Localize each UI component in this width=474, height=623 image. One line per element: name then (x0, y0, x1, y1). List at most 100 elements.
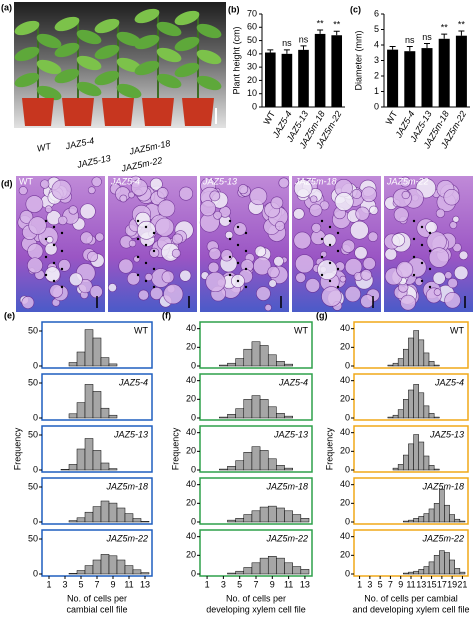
histogram-bar (284, 363, 293, 367)
cell (268, 279, 277, 288)
histogram-bar (433, 416, 440, 419)
significance-label: ** (317, 18, 325, 28)
histogram-bar (408, 571, 414, 575)
histogram-bar (92, 391, 102, 419)
histogram-bar (433, 468, 440, 471)
cell (40, 179, 50, 189)
cell (207, 261, 220, 274)
histogram-bar (243, 348, 253, 367)
cell (44, 205, 53, 213)
histogram-bar (397, 409, 404, 419)
cell (367, 231, 379, 242)
cell (391, 233, 406, 247)
leaf (54, 68, 80, 84)
cell (293, 179, 313, 198)
y-tick-label: 40 (186, 427, 196, 437)
cell (179, 269, 192, 282)
dot (236, 261, 240, 265)
histogram-bar (116, 559, 126, 575)
histogram-bar (243, 514, 253, 523)
histogram-bar (276, 507, 285, 523)
error-bar (333, 30, 340, 36)
y-tick-label: 40 (340, 479, 350, 489)
cell (233, 222, 247, 236)
leaf (156, 47, 182, 63)
panel-frame (199, 373, 313, 421)
cell (157, 199, 176, 218)
error-bar (267, 49, 274, 53)
x-tick-label: 9 (398, 579, 403, 589)
histogram-bar (76, 351, 86, 367)
leaf (94, 18, 120, 34)
panel-frame (199, 425, 313, 473)
histogram-bar (413, 518, 419, 523)
cell (321, 286, 342, 307)
cell (360, 269, 372, 281)
dot (152, 231, 156, 235)
cell (171, 233, 183, 245)
dot (144, 225, 148, 229)
y-tick-label: 2 (374, 70, 379, 80)
histogram-bar (140, 521, 150, 523)
cell (138, 289, 149, 301)
dot (44, 219, 48, 223)
series-label: JAZ5m-22 (265, 533, 308, 543)
genotype-label: JAZ5-13 (75, 153, 111, 170)
histogram-bar (423, 566, 430, 575)
x-tick-label: 5 (378, 579, 383, 589)
dot (328, 261, 332, 265)
dot (428, 249, 432, 253)
histogram-bar (428, 561, 435, 575)
histogram-bar (76, 517, 86, 523)
y-tick-label: 60 (247, 22, 257, 32)
cell (401, 190, 410, 200)
histogram-bar (408, 443, 414, 471)
x-axis-label: cambial cell file (66, 604, 127, 614)
histogram-bar (259, 399, 269, 419)
cell (433, 288, 442, 296)
dot (44, 273, 48, 277)
histogram-bar (68, 413, 78, 419)
histogram-bar (100, 462, 110, 471)
y-tick-label: 0 (33, 360, 38, 370)
cell (309, 195, 318, 204)
leaf (116, 57, 142, 73)
y-tick-label: 0 (345, 568, 350, 578)
bar (438, 38, 450, 107)
histogram-bar (418, 339, 425, 367)
x-tick-label: 9 (110, 579, 115, 589)
cell (458, 250, 469, 261)
panel-label: (a) (1, 2, 12, 12)
cell (107, 283, 117, 293)
cell (156, 187, 169, 199)
histogram-bar (124, 513, 134, 523)
series-label: JAZ5m-18 (421, 481, 464, 491)
dot (236, 225, 240, 229)
histogram-bar (284, 510, 293, 523)
dot (228, 273, 232, 277)
x-tick-label: 11 (284, 579, 293, 589)
dot (152, 267, 156, 271)
panel-label: (c) (350, 4, 361, 14)
histogram-bar (413, 570, 419, 575)
histogram-bar (444, 504, 450, 523)
y-tick-label: 40 (340, 427, 350, 437)
histogram-bar (227, 466, 236, 471)
histogram-bar (449, 514, 455, 523)
histogram-bar (116, 507, 126, 523)
y-tick-label: 0 (374, 101, 379, 111)
x-tick-label: 13 (300, 579, 310, 589)
micrographs: WT JAZ5-4 JAZ5-13 JAZ5m-18 JAZ5m-22 (16, 175, 473, 312)
cell (28, 216, 47, 235)
y-tick-label: 20 (340, 550, 350, 560)
cell (69, 272, 83, 287)
histogram-bar (227, 572, 236, 575)
cell (355, 206, 370, 221)
dot (328, 225, 332, 229)
cell (118, 258, 134, 274)
x-tick-label: WT (261, 109, 277, 127)
y-axis-label: Frequency (12, 427, 22, 470)
cell (254, 245, 267, 258)
histogram-bar (267, 505, 277, 523)
histogram-bar (84, 384, 94, 419)
